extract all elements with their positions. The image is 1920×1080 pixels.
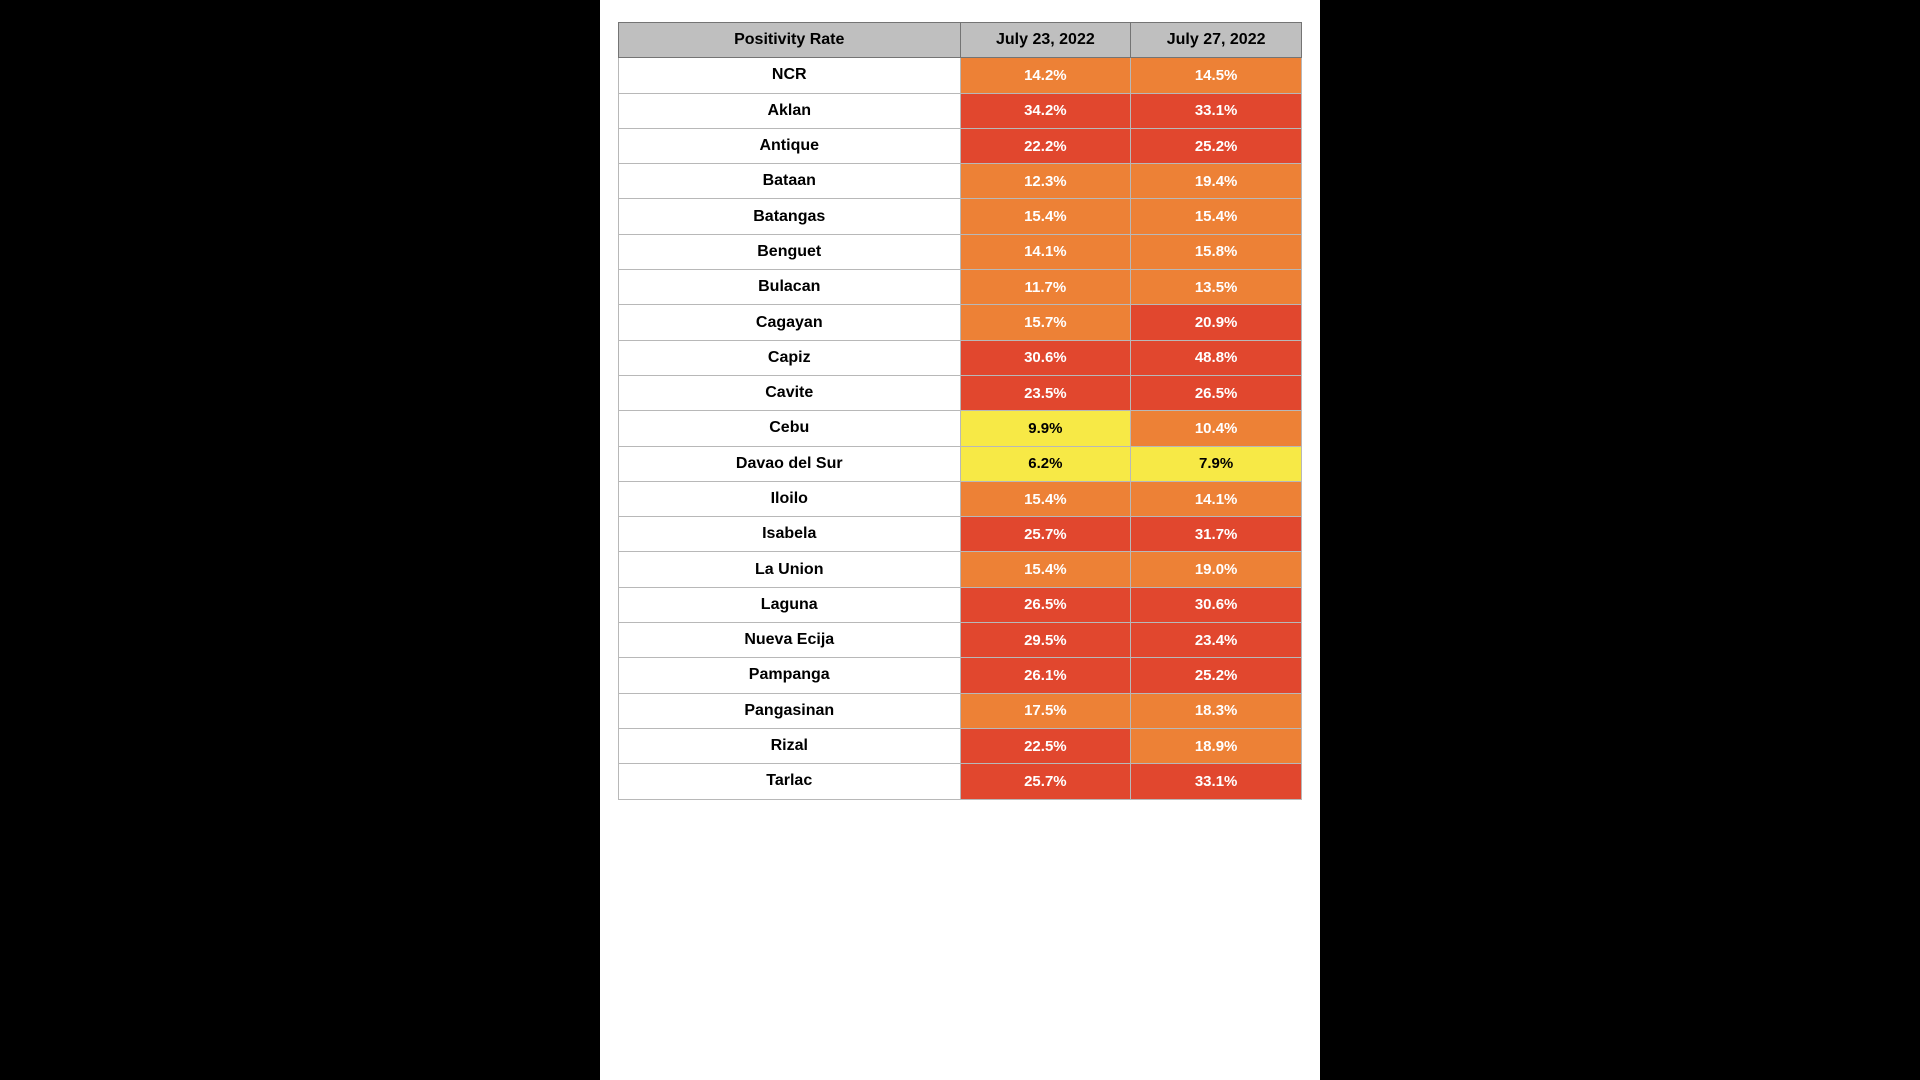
col-header-date1: July 23, 2022 <box>960 23 1131 58</box>
table-row: Nueva Ecija29.5%23.4% <box>619 623 1302 658</box>
area-cell: Pangasinan <box>619 693 961 728</box>
area-cell: Cebu <box>619 411 961 446</box>
table-row: Cagayan15.7%20.9% <box>619 305 1302 340</box>
area-cell: Pampanga <box>619 658 961 693</box>
value-cell-d1: 15.7% <box>960 305 1131 340</box>
value-cell-d2: 19.0% <box>1131 552 1302 587</box>
value-cell-d1: 25.7% <box>960 764 1131 799</box>
area-cell: Bulacan <box>619 270 961 305</box>
area-cell: NCR <box>619 58 961 93</box>
area-cell: Capiz <box>619 340 961 375</box>
table-row: Isabela25.7%31.7% <box>619 517 1302 552</box>
table-row: Rizal22.5%18.9% <box>619 728 1302 763</box>
table-row: Aklan34.2%33.1% <box>619 93 1302 128</box>
area-cell: Antique <box>619 128 961 163</box>
table-row: Batangas15.4%15.4% <box>619 199 1302 234</box>
col-header-date2: July 27, 2022 <box>1131 23 1302 58</box>
area-cell: Davao del Sur <box>619 446 961 481</box>
table-body: NCR14.2%14.5%Aklan34.2%33.1%Antique22.2%… <box>619 58 1302 799</box>
value-cell-d1: 29.5% <box>960 623 1131 658</box>
value-cell-d2: 13.5% <box>1131 270 1302 305</box>
value-cell-d1: 11.7% <box>960 270 1131 305</box>
table-row: Davao del Sur6.2%7.9% <box>619 446 1302 481</box>
col-header-area: Positivity Rate <box>619 23 961 58</box>
area-cell: Batangas <box>619 199 961 234</box>
value-cell-d2: 14.5% <box>1131 58 1302 93</box>
page-container: Positivity Rate July 23, 2022 July 27, 2… <box>600 0 1320 1080</box>
value-cell-d2: 31.7% <box>1131 517 1302 552</box>
area-cell: La Union <box>619 552 961 587</box>
table-row: Pampanga26.1%25.2% <box>619 658 1302 693</box>
value-cell-d2: 19.4% <box>1131 164 1302 199</box>
table-row: Antique22.2%25.2% <box>619 128 1302 163</box>
table-row: Pangasinan17.5%18.3% <box>619 693 1302 728</box>
value-cell-d1: 17.5% <box>960 693 1131 728</box>
value-cell-d2: 48.8% <box>1131 340 1302 375</box>
table-row: Cebu9.9%10.4% <box>619 411 1302 446</box>
table-row: La Union15.4%19.0% <box>619 552 1302 587</box>
value-cell-d1: 22.2% <box>960 128 1131 163</box>
area-cell: Cavite <box>619 375 961 410</box>
value-cell-d2: 25.2% <box>1131 128 1302 163</box>
table-row: Bataan12.3%19.4% <box>619 164 1302 199</box>
value-cell-d1: 26.5% <box>960 587 1131 622</box>
area-cell: Rizal <box>619 728 961 763</box>
value-cell-d2: 33.1% <box>1131 764 1302 799</box>
table-row: Capiz30.6%48.8% <box>619 340 1302 375</box>
table-header-row: Positivity Rate July 23, 2022 July 27, 2… <box>619 23 1302 58</box>
value-cell-d2: 18.9% <box>1131 728 1302 763</box>
positivity-rate-table: Positivity Rate July 23, 2022 July 27, 2… <box>618 22 1302 800</box>
area-cell: Iloilo <box>619 481 961 516</box>
value-cell-d1: 6.2% <box>960 446 1131 481</box>
value-cell-d2: 30.6% <box>1131 587 1302 622</box>
value-cell-d1: 14.1% <box>960 234 1131 269</box>
value-cell-d2: 14.1% <box>1131 481 1302 516</box>
value-cell-d1: 23.5% <box>960 375 1131 410</box>
area-cell: Isabela <box>619 517 961 552</box>
value-cell-d1: 34.2% <box>960 93 1131 128</box>
value-cell-d2: 23.4% <box>1131 623 1302 658</box>
value-cell-d1: 9.9% <box>960 411 1131 446</box>
area-cell: Tarlac <box>619 764 961 799</box>
value-cell-d1: 25.7% <box>960 517 1131 552</box>
value-cell-d1: 15.4% <box>960 552 1131 587</box>
value-cell-d1: 15.4% <box>960 481 1131 516</box>
value-cell-d1: 14.2% <box>960 58 1131 93</box>
table-row: Benguet14.1%15.8% <box>619 234 1302 269</box>
value-cell-d2: 33.1% <box>1131 93 1302 128</box>
value-cell-d2: 25.2% <box>1131 658 1302 693</box>
value-cell-d1: 30.6% <box>960 340 1131 375</box>
area-cell: Nueva Ecija <box>619 623 961 658</box>
area-cell: Aklan <box>619 93 961 128</box>
value-cell-d2: 7.9% <box>1131 446 1302 481</box>
table-row: NCR14.2%14.5% <box>619 58 1302 93</box>
table-row: Cavite23.5%26.5% <box>619 375 1302 410</box>
table-row: Iloilo15.4%14.1% <box>619 481 1302 516</box>
area-cell: Bataan <box>619 164 961 199</box>
value-cell-d2: 15.4% <box>1131 199 1302 234</box>
value-cell-d2: 15.8% <box>1131 234 1302 269</box>
table-row: Laguna26.5%30.6% <box>619 587 1302 622</box>
value-cell-d2: 26.5% <box>1131 375 1302 410</box>
area-cell: Laguna <box>619 587 961 622</box>
value-cell-d1: 26.1% <box>960 658 1131 693</box>
value-cell-d1: 12.3% <box>960 164 1131 199</box>
table-row: Bulacan11.7%13.5% <box>619 270 1302 305</box>
value-cell-d2: 20.9% <box>1131 305 1302 340</box>
table-header: Positivity Rate July 23, 2022 July 27, 2… <box>619 23 1302 58</box>
value-cell-d2: 18.3% <box>1131 693 1302 728</box>
area-cell: Cagayan <box>619 305 961 340</box>
area-cell: Benguet <box>619 234 961 269</box>
table-row: Tarlac25.7%33.1% <box>619 764 1302 799</box>
value-cell-d2: 10.4% <box>1131 411 1302 446</box>
value-cell-d1: 15.4% <box>960 199 1131 234</box>
value-cell-d1: 22.5% <box>960 728 1131 763</box>
